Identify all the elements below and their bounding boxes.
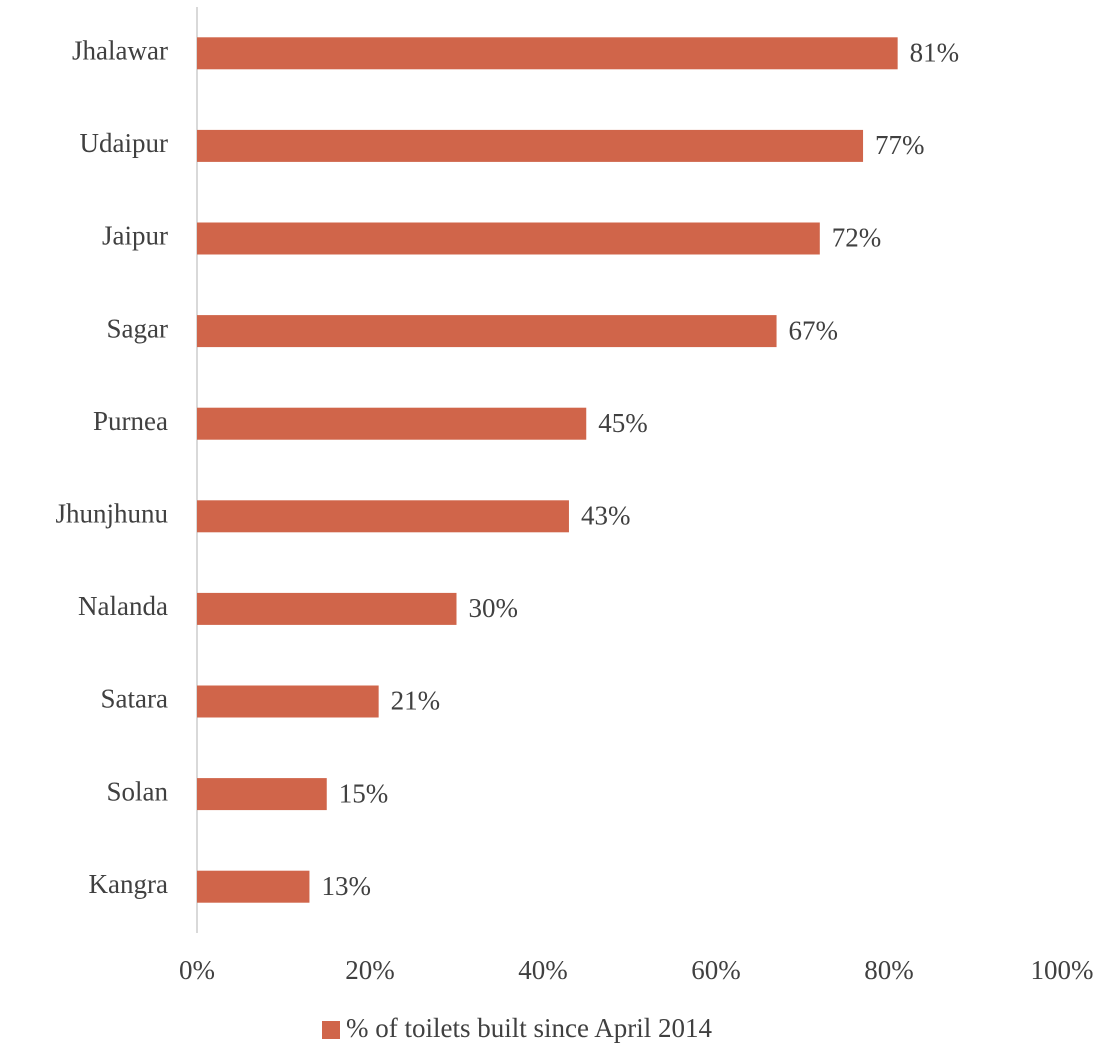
data-label: 21% [391,686,441,716]
y-tick-label: Jhalawar [72,36,168,66]
bar [197,592,457,625]
bar [197,129,864,162]
legend-label: % of toilets built since April 2014 [346,1013,712,1043]
y-tick-label: Satara [101,684,168,714]
bar [197,222,820,255]
data-label: 30% [469,593,519,623]
x-tick-label: 0% [179,955,215,985]
y-tick-label: Nalanda [78,591,168,621]
y-tick-label: Kangra [89,869,168,899]
data-label: 43% [581,501,631,531]
data-label: 45% [598,408,648,438]
bar [197,407,587,440]
data-label: 72% [832,223,882,253]
legend-swatch [322,1021,340,1039]
x-tick-label: 60% [691,955,741,985]
y-tick-label: Purnea [93,406,168,436]
y-tick-label: Udaipur [80,128,168,158]
bar [197,778,327,811]
x-tick-label: 20% [345,955,395,985]
y-tick-label: Solan [106,776,168,806]
bar [197,315,777,348]
data-label: 77% [875,130,925,160]
x-tick-label: 80% [864,955,914,985]
bar [197,37,898,70]
bar [197,685,379,718]
y-tick-label: Sagar [107,313,168,343]
y-tick-label: Jaipur [102,221,168,251]
data-label: 81% [910,38,960,68]
bar [197,870,310,903]
data-label: 67% [789,315,839,345]
x-tick-label: 100% [1031,955,1094,985]
y-tick-label: Jhunjhunu [55,499,168,529]
data-label: 15% [339,778,389,808]
bar [197,500,569,533]
x-tick-label: 40% [518,955,568,985]
data-label: 13% [321,871,371,901]
